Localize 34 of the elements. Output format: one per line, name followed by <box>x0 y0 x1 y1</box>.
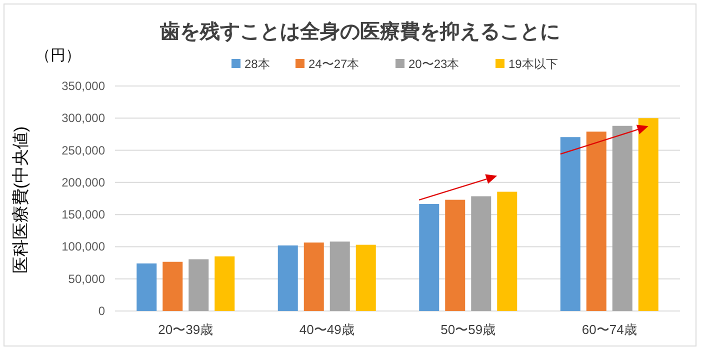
bar <box>330 242 350 311</box>
bar <box>445 200 466 311</box>
bar <box>612 126 632 311</box>
bar <box>497 192 518 311</box>
y-tick-label: 200,000 <box>62 175 106 190</box>
text: （円） <box>36 47 80 64</box>
bar <box>586 132 606 311</box>
bar <box>304 242 324 311</box>
bar <box>136 263 157 311</box>
x-tick-label: 40〜49歳 <box>299 322 354 337</box>
y-tick-label: 150,000 <box>62 208 106 222</box>
y-axis-title: 医科医療費(中央値) <box>11 126 30 274</box>
bar <box>162 262 183 311</box>
bar <box>214 256 235 311</box>
legend-label: 24〜27本 <box>308 57 360 71</box>
bar <box>278 245 298 311</box>
y-tick-label: 100,000 <box>62 240 106 254</box>
bar <box>356 244 376 311</box>
y-tick-label: 300,000 <box>62 111 106 126</box>
x-tick-label: 20〜39歳 <box>158 322 214 337</box>
bar <box>419 204 440 311</box>
bar <box>188 259 209 311</box>
legend-label: 28本 <box>244 57 270 71</box>
bar <box>560 137 580 311</box>
legend-label: 20〜23本 <box>408 57 460 71</box>
y-tick-label: 50,000 <box>68 272 106 286</box>
y-tick-label: 250,000 <box>62 143 106 158</box>
x-tick-label: 50〜59歳 <box>440 322 496 337</box>
y-tick-label: 0 <box>98 304 106 318</box>
chart-title: 歯を残すことは全身の医療費を抑えることに <box>159 20 560 43</box>
y-tick-label: 350,000 <box>62 79 106 93</box>
x-tick-label: 60〜74歳 <box>582 322 637 337</box>
bar <box>471 196 492 311</box>
legend-label: 19本以下 <box>508 57 558 71</box>
